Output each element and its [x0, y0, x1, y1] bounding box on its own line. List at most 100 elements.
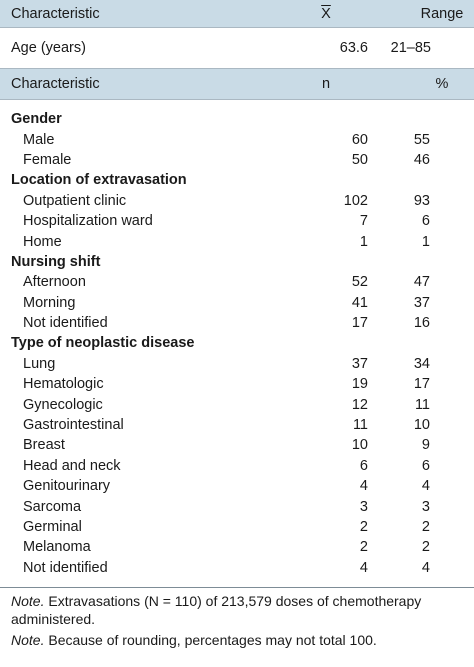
table-row: Not identified 4 4 — [0, 558, 474, 578]
section-title: Gender — [11, 111, 62, 128]
row-pct: 9 — [421, 437, 430, 454]
row-label: Female — [23, 151, 72, 168]
row-pct: 2 — [421, 539, 430, 556]
row-label: Not identified — [23, 559, 108, 576]
row-n: 102 — [343, 192, 368, 209]
row-label: Breast — [23, 437, 65, 454]
row-label: Hematologic — [23, 376, 104, 393]
row-pct: 3 — [421, 498, 430, 515]
row-pct: 10 — [413, 417, 430, 434]
row-label: Genitourinary — [23, 478, 111, 495]
section-title: Type of neoplastic disease — [11, 335, 195, 352]
age-range: 21–85 — [390, 40, 431, 56]
row-n: 41 — [351, 294, 368, 311]
header-n: n — [321, 76, 331, 92]
row-label: Melanoma — [23, 539, 91, 556]
row-label: Gastrointestinal — [23, 417, 124, 434]
row-n: 2 — [359, 519, 368, 535]
table-row: Afternoon 52 47 — [0, 272, 474, 292]
row-label: Morning — [23, 294, 76, 311]
row-pct: 17 — [413, 376, 430, 393]
table-row: Female 50 46 — [0, 150, 474, 170]
row-label: Gynecologic — [23, 396, 103, 413]
header-characteristic-2: Characteristic — [11, 76, 100, 92]
row-label: Sarcoma — [23, 498, 82, 515]
table-body: Gender Male 60 55 Female 50 46 Location of extr… — [0, 100, 474, 578]
row-n: 52 — [351, 274, 368, 291]
section-header: Location of extravasation — [0, 170, 474, 190]
row-n: 50 — [351, 151, 368, 168]
row-n: 1 — [359, 233, 368, 250]
table-row: Morning 41 37 — [0, 293, 474, 313]
row-label: Outpatient clinic — [23, 192, 127, 209]
table-row: Gastrointestinal 11 10 — [0, 415, 474, 435]
header-mean: X — [321, 5, 331, 22]
age-label: Age (years) — [11, 40, 86, 56]
row-pct: 2 — [421, 519, 430, 535]
row-pct: 55 — [413, 131, 430, 148]
row-pct: 47 — [413, 274, 430, 291]
row-pct: 6 — [421, 213, 430, 230]
row-label: Male — [23, 131, 55, 148]
table-row: Outpatient clinic 102 93 — [0, 191, 474, 211]
header-range: Range — [420, 5, 464, 22]
table-notes: Note. Extravasations (N = 110) of 213,57… — [0, 587, 474, 652]
row-n: 4 — [359, 478, 368, 495]
row-n: 37 — [351, 355, 368, 372]
row-pct: 46 — [413, 151, 430, 168]
section-header: Type of neoplastic disease — [0, 333, 474, 353]
note-1: Note. Extravasations (N = 110) of 213,57… — [11, 593, 422, 627]
section-header: Nursing shift — [0, 252, 474, 272]
table-row: Lung 37 34 — [0, 354, 474, 374]
section-header: Gender — [0, 109, 474, 129]
table-row: Breast 10 9 — [0, 435, 474, 455]
header-pct: % — [435, 76, 449, 92]
section-title: Nursing shift — [11, 253, 101, 270]
row-n: 4 — [359, 559, 368, 576]
row-n: 3 — [359, 498, 368, 515]
note-2: Note. Because of rounding, percentages m… — [11, 632, 377, 648]
section-title: Location of extravasation — [11, 172, 187, 189]
table-row: Hospitalization ward 7 6 — [0, 211, 474, 231]
row-pct: 1 — [421, 233, 430, 250]
row-label: Lung — [23, 355, 56, 372]
row-pct: 93 — [413, 192, 430, 209]
table-row: Male 60 55 — [0, 129, 474, 149]
header-characteristic: Characteristic — [11, 5, 100, 22]
table-row: Home 1 1 — [0, 231, 474, 251]
row-pct: 6 — [421, 457, 430, 474]
age-mean: 63.6 — [339, 40, 368, 56]
row-n: 60 — [351, 131, 368, 148]
age-row: Age (years) 63.6 21–85 — [0, 28, 474, 69]
row-pct: 4 — [421, 559, 430, 576]
row-pct: 4 — [421, 478, 430, 495]
table-row: Melanoma 2 2 — [0, 537, 474, 557]
row-n: 2 — [359, 539, 368, 556]
row-label: Hospitalization ward — [23, 213, 153, 230]
row-n: 12 — [351, 396, 368, 413]
header-row-1: Characteristic X Range — [0, 0, 474, 28]
row-pct: 34 — [413, 355, 430, 372]
table-row: Sarcoma 3 3 — [0, 496, 474, 516]
row-label: Not identified — [23, 315, 108, 332]
table-row: Gynecologic 12 11 — [0, 394, 474, 414]
header-row-2: Characteristic n % — [0, 69, 474, 100]
row-label: Home — [23, 233, 62, 250]
row-n: 7 — [359, 213, 368, 230]
row-label: Germinal — [23, 519, 82, 535]
row-n: 11 — [352, 417, 368, 434]
row-label: Head and neck — [23, 457, 121, 474]
row-n: 19 — [351, 376, 368, 393]
row-label: Afternoon — [23, 274, 86, 291]
row-pct: 37 — [413, 294, 430, 311]
row-n: 6 — [359, 457, 368, 474]
table-row: Hematologic 19 17 — [0, 374, 474, 394]
table-row: Genitourinary 4 4 — [0, 476, 474, 496]
table-row: Not identified 17 16 — [0, 313, 474, 333]
row-pct: 16 — [413, 315, 430, 332]
row-pct: 11 — [414, 396, 430, 413]
table-row: Head and neck 6 6 — [0, 456, 474, 476]
row-n: 10 — [351, 437, 368, 454]
row-n: 17 — [351, 315, 368, 332]
